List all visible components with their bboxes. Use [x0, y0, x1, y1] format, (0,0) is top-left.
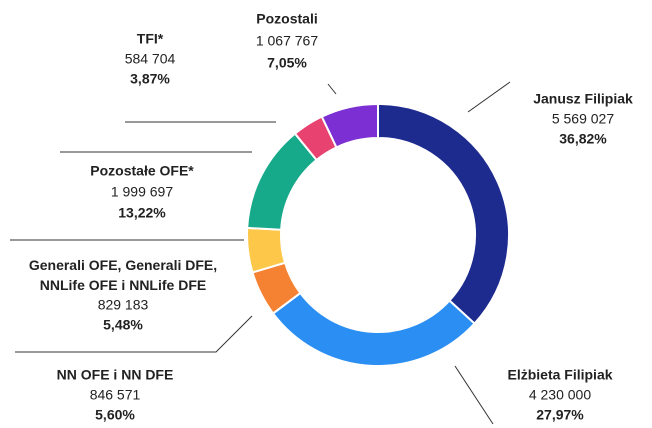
- slice-name: Elżbieta Filipiak: [507, 367, 612, 383]
- leader-line: [15, 315, 253, 353]
- slice-percent: 36,82%: [559, 131, 607, 147]
- slice-percent: 7,05%: [267, 55, 307, 71]
- slice-percent: 5,48%: [103, 317, 143, 333]
- slice-name: NN OFE i NN DFE: [57, 367, 174, 383]
- slice-percent: 27,97%: [536, 407, 584, 423]
- slice-share: 5 569 027: [552, 111, 614, 127]
- slice-name: Janusz Filipiak: [533, 91, 633, 107]
- slice-percent: 13,22%: [118, 205, 166, 221]
- donut-slice: [377, 102, 510, 325]
- slice-share: 1 999 697: [111, 184, 173, 200]
- slice-share: 1 067 767: [256, 33, 318, 49]
- slice-name: Pozostali: [256, 11, 317, 27]
- donut-slice: [320, 102, 379, 149]
- slice-share: 829 183: [98, 297, 149, 313]
- leader-line: [467, 81, 511, 113]
- leader-lines: [10, 81, 511, 425]
- donut-slice: [271, 291, 476, 367]
- slice-percent: 3,87%: [130, 71, 170, 87]
- slice-name: TFI*: [137, 31, 164, 47]
- leader-line: [327, 83, 337, 95]
- slice-name: Pozostałe OFE*: [90, 163, 194, 179]
- slice-name: Generali OFE, Generali DFE, NNLife OFE i …: [29, 257, 217, 293]
- slice-share: 4 230 000: [529, 387, 591, 403]
- leader-line: [454, 365, 494, 425]
- slice-share: 846 571: [90, 387, 141, 403]
- slice-share: 584 704: [125, 51, 176, 67]
- slice-percent: 5,60%: [95, 407, 135, 423]
